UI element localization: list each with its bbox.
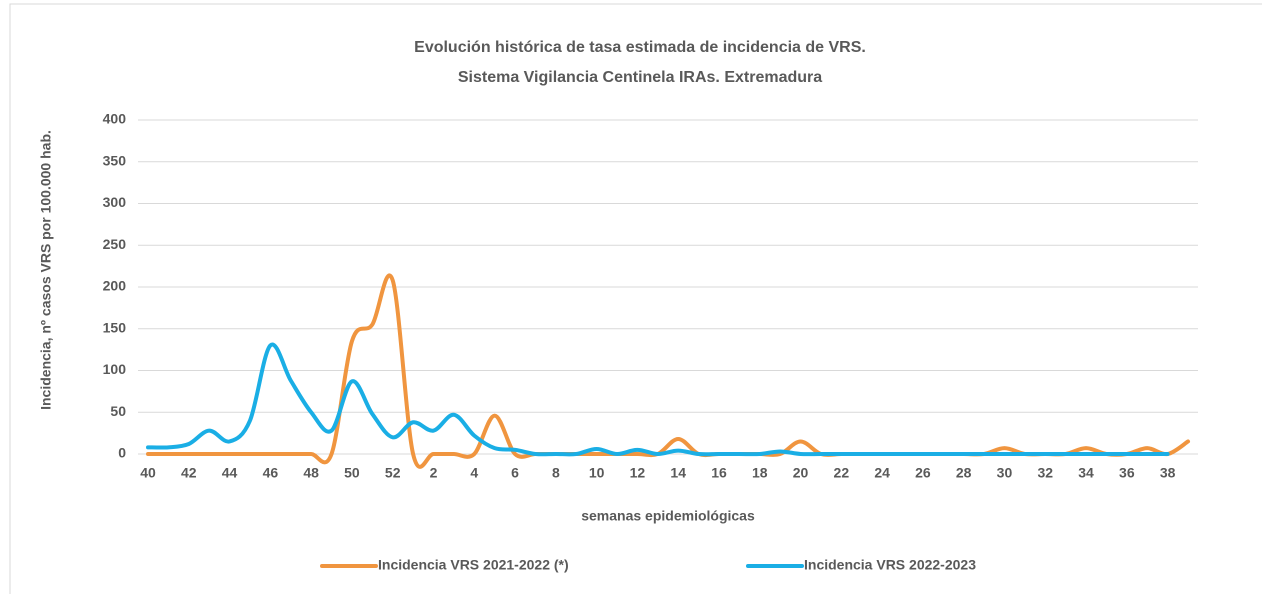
x-tick-label: 24 <box>874 465 890 481</box>
y-tick-label: 400 <box>103 111 127 127</box>
x-tick-label: 34 <box>1078 465 1094 481</box>
x-tick-label: 32 <box>1037 465 1053 481</box>
y-tick-label: 200 <box>103 278 127 294</box>
x-tick-label: 42 <box>181 465 197 481</box>
x-tick-label: 10 <box>589 465 605 481</box>
y-tick-label: 350 <box>103 152 127 168</box>
y-tick-label: 250 <box>103 236 127 252</box>
x-tick-label: 8 <box>552 465 560 481</box>
x-tick-label: 20 <box>793 465 809 481</box>
x-tick-label: 28 <box>956 465 972 481</box>
chart-title: Sistema Vigilancia Centinela IRAs. Extre… <box>458 69 822 86</box>
chart-frame <box>9 3 1262 599</box>
x-tick-label: 44 <box>222 465 238 481</box>
x-tick-label: 46 <box>263 465 279 481</box>
x-axis-label: semanas epidemiológicas <box>581 508 755 524</box>
legend-label: Incidencia VRS 2022-2023 <box>804 557 976 573</box>
data-line <box>146 342 1170 457</box>
x-tick-label: 38 <box>1160 465 1176 481</box>
x-tick-label: 16 <box>711 465 727 481</box>
x-tick-label: 14 <box>670 465 686 481</box>
x-tick-label: 40 <box>140 465 156 481</box>
x-tick-label: 4 <box>470 465 478 481</box>
x-tick-label: 30 <box>997 465 1013 481</box>
x-tick-label: 6 <box>511 465 519 481</box>
x-tick-label: 48 <box>303 465 319 481</box>
y-tick-label: 100 <box>103 361 127 377</box>
x-tick-label: 26 <box>915 465 931 481</box>
x-tick-label: 12 <box>630 465 646 481</box>
y-axis-label: Incidencia, nº casos VRS por 100.000 hab… <box>38 130 54 410</box>
data-line <box>146 273 1190 469</box>
x-tick-label: 18 <box>752 465 768 481</box>
x-tick-label: 50 <box>344 465 360 481</box>
x-tick-label: 22 <box>834 465 850 481</box>
legend-label: Incidencia VRS 2021-2022 (*) <box>378 557 569 573</box>
y-tick-label: 150 <box>103 319 127 335</box>
chart-title: Evolución histórica de tasa estimada de … <box>414 39 866 56</box>
x-tick-label: 52 <box>385 465 401 481</box>
x-tick-label: 2 <box>430 465 438 481</box>
y-tick-label: 300 <box>103 194 127 210</box>
x-tick-label: 36 <box>1119 465 1135 481</box>
y-tick-label: 0 <box>118 445 126 461</box>
y-tick-label: 50 <box>110 403 126 419</box>
